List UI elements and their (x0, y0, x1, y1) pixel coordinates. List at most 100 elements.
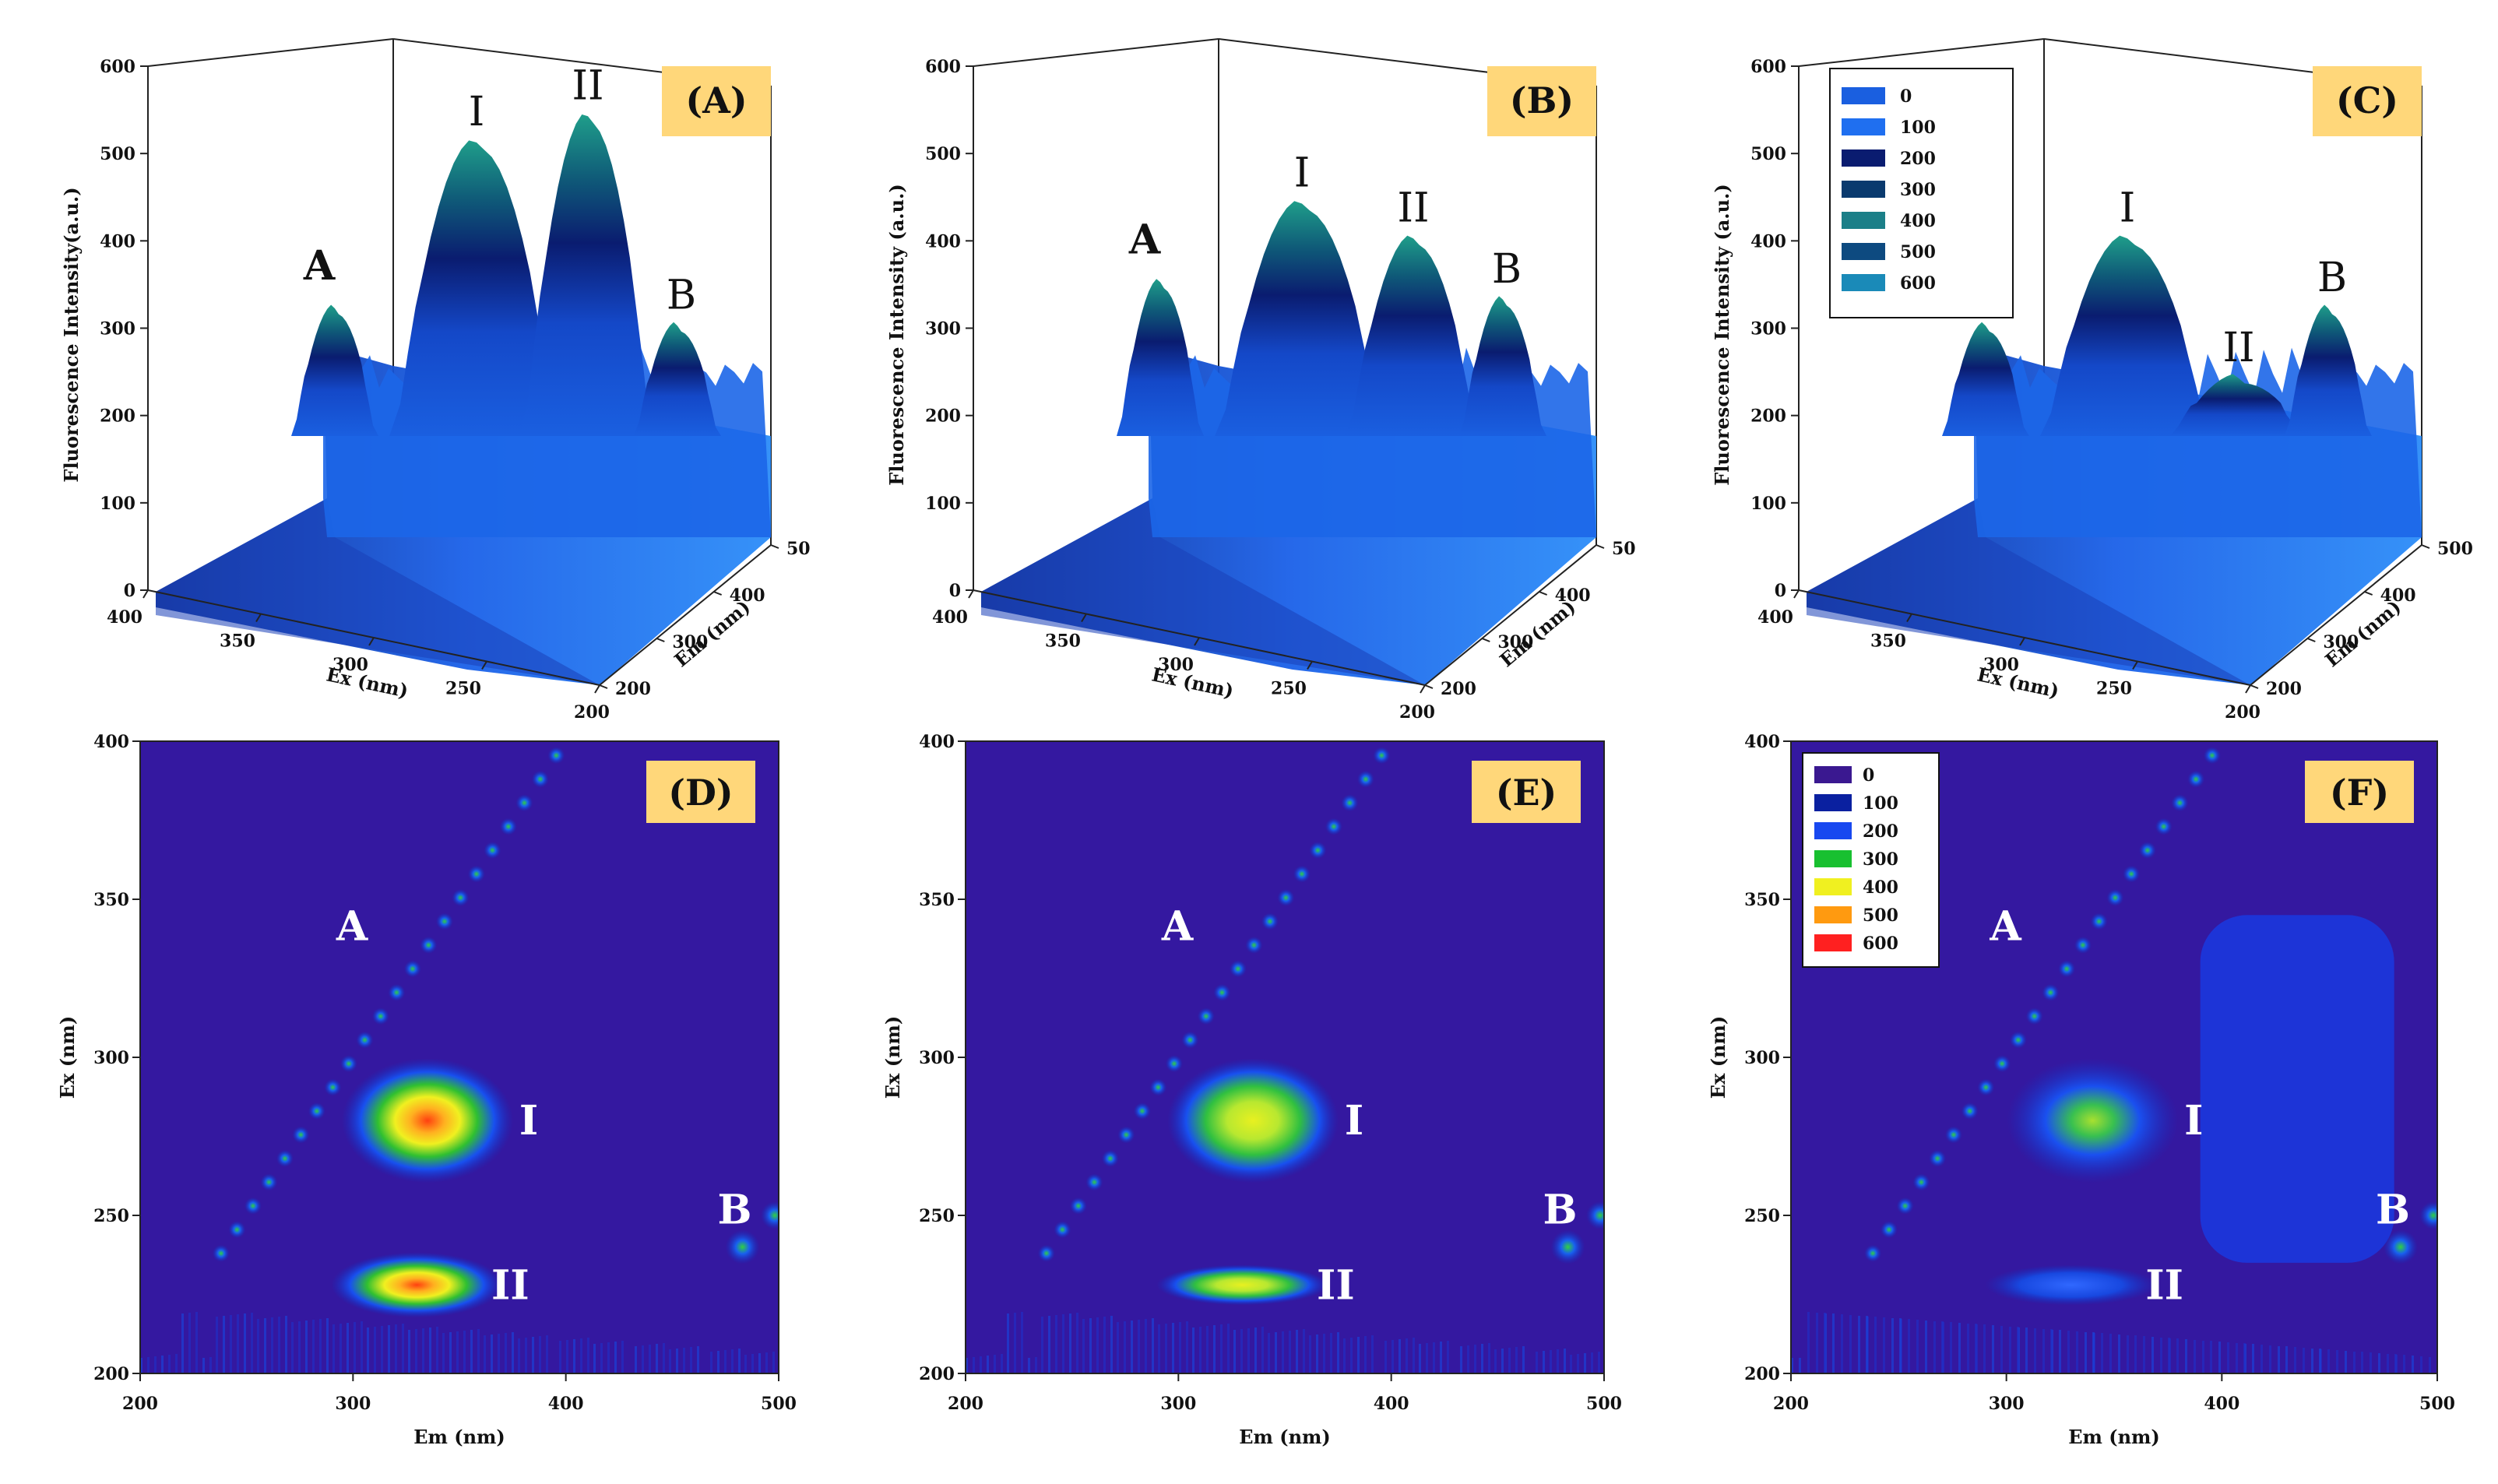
noise-streak (209, 1357, 212, 1373)
surface-chart-C: 0 100 200 300 400 500 600 Fluorescence Intensit… (1711, 38, 2473, 723)
noise-streak (2353, 1352, 2356, 1373)
noise-streak (1303, 1329, 1305, 1373)
peak-label-II: II (1317, 1261, 1355, 1309)
noise-streak (2420, 1356, 2422, 1373)
noise-streak (1138, 1320, 1140, 1373)
rayleigh-point (1085, 1173, 1103, 1191)
legend-swatch (1842, 243, 1885, 260)
noise-streak (2236, 1343, 2238, 1373)
noise-streak (1364, 1336, 1367, 1373)
legend-entry-label: 100 (1900, 118, 1936, 138)
peak-label-II: II (1397, 185, 1429, 231)
peak-surface-B (1459, 296, 1546, 436)
noise-streak (1041, 1317, 1043, 1373)
legend-entry-label: 500 (1900, 242, 1936, 262)
rayleigh-point (2090, 913, 2108, 930)
noise-streak (1089, 1318, 1092, 1373)
rayleigh-point (1181, 1031, 1199, 1049)
noise-streak (1247, 1328, 1250, 1373)
noise-streak (2101, 1333, 2103, 1373)
em-tick-label: 200 (122, 1394, 158, 1414)
ex-tick-label: 200 (919, 1364, 955, 1384)
ex-tick-label: 300 (332, 655, 368, 675)
noise-streak (683, 1348, 685, 1373)
noise-streak (477, 1329, 480, 1373)
em-tick-label: 300 (335, 1394, 371, 1414)
peak-blob-I (1167, 1058, 1339, 1183)
noise-streak (614, 1342, 617, 1373)
em-tick (1481, 638, 1490, 642)
ex-tick-label: 250 (1271, 679, 1307, 699)
noise-streak (1007, 1313, 1009, 1373)
noise-streak (663, 1343, 665, 1373)
em-axis-line (599, 544, 772, 686)
noise-streak (1110, 1316, 1113, 1373)
noise-streak (1048, 1316, 1050, 1373)
noise-streak (168, 1355, 171, 1373)
peak-label-I: I (469, 89, 485, 135)
noise-streak (2261, 1345, 2263, 1373)
ex-axis-title: Ex (nm) (1707, 1016, 1729, 1099)
noise-streak (2160, 1338, 2162, 1373)
rayleigh-point (1325, 818, 1342, 835)
noise-streak (656, 1344, 658, 1373)
peak-label-I: I (2120, 185, 2136, 231)
panel-tag-label: (D) (668, 772, 733, 814)
noise-streak (1062, 1314, 1064, 1373)
legend-entry-label: 400 (1900, 211, 1936, 231)
noise-streak (2429, 1357, 2431, 1373)
noise-streak (154, 1356, 157, 1373)
surface-chart-A: 0 100 200 300 400 500 600 Fluorescence Intensit… (60, 38, 822, 723)
noise-streak (1983, 1324, 1986, 1373)
noise-streak (257, 1319, 259, 1373)
noise-streak (1799, 1358, 1801, 1373)
ex-tick-label: 250 (919, 1206, 955, 1226)
peak-label-B: B (2317, 255, 2347, 301)
peak-label-II: II (2145, 1261, 2183, 1309)
noise-streak (642, 1345, 644, 1373)
rayleigh-point (2187, 770, 2205, 788)
rayleigh-point (228, 1221, 246, 1239)
noise-streak (395, 1324, 397, 1373)
peak-blob-B (2383, 1229, 2418, 1264)
legend-swatch (1814, 934, 1852, 951)
noise-streak (1832, 1313, 1835, 1373)
legend-entry-label: 300 (1900, 180, 1936, 200)
rayleigh-point (1896, 1197, 1914, 1215)
em-tick (1424, 684, 1434, 689)
noise-streak (1309, 1335, 1311, 1373)
noise-streak (312, 1320, 315, 1373)
noise-streak (1179, 1322, 1181, 1373)
rayleigh-point (420, 936, 438, 954)
noise-streak (305, 1320, 308, 1373)
rayleigh-point (2009, 1031, 2027, 1049)
noise-streak (546, 1335, 548, 1373)
noise-streak (573, 1339, 575, 1373)
legend-swatch (1842, 87, 1885, 104)
noise-streak (2403, 1355, 2405, 1373)
noise-streak (1055, 1315, 1057, 1373)
rayleigh-point (1929, 1149, 1947, 1167)
noise-streak (408, 1330, 410, 1373)
noise-streak (973, 1357, 975, 1373)
panel-A: 0 100 200 300 400 500 600 Fluorescence Intensit… (0, 0, 822, 740)
peak-surface-II (2170, 374, 2307, 436)
noise-streak (2067, 1331, 2070, 1373)
noise-streak (1158, 1324, 1160, 1373)
noise-streak (2109, 1334, 2112, 1373)
legend-swatch (1814, 822, 1852, 839)
rayleigh-point (2106, 888, 2124, 906)
noise-streak (1508, 1348, 1511, 1373)
noise-streak (1343, 1338, 1346, 1373)
broad-blue-region (2200, 915, 2394, 1263)
peak-blob-II (331, 1252, 503, 1318)
em-tick-label: 300 (2323, 632, 2359, 652)
ex-tick (1420, 684, 1426, 694)
rayleigh-point (1356, 770, 1374, 788)
noise-streak (1413, 1338, 1415, 1373)
ex-tick-label: 200 (1399, 702, 1435, 723)
noise-streak (1816, 1313, 1818, 1373)
panel-tag-box (2305, 761, 2414, 823)
ex-tick-label: 300 (93, 1048, 129, 1068)
